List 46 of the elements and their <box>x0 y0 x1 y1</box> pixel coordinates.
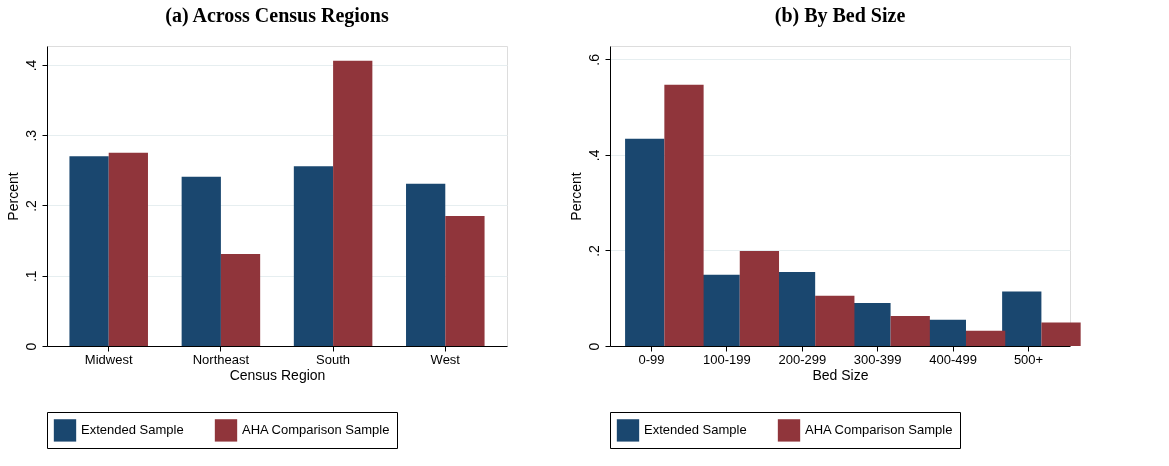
bar <box>181 176 221 346</box>
y-tick-label: 0 <box>585 342 602 351</box>
y-tick-label: .4 <box>22 59 39 72</box>
x-tick-label: 100-199 <box>703 351 751 367</box>
y-tick-label: .2 <box>585 244 602 257</box>
y-tick-label: .4 <box>585 149 602 162</box>
x-tick-label: Midwest <box>84 351 133 367</box>
legend-label: Extended Sample <box>81 422 184 438</box>
y-tick-label: .6 <box>585 53 602 66</box>
y-axis-title: Percent <box>4 172 21 221</box>
y-tick-label: .2 <box>22 199 39 212</box>
y-axis-title: Percent <box>567 172 584 221</box>
bar <box>664 84 704 346</box>
y-tick-label: .3 <box>22 129 39 142</box>
bar <box>69 156 109 346</box>
x-axis-title: Bed Size <box>812 366 869 383</box>
chart-title: (b) By Bed Size <box>774 4 906 27</box>
y-tick-label: 0 <box>22 342 39 351</box>
bar <box>445 216 485 346</box>
x-tick-label: Northeast <box>192 351 250 367</box>
bar <box>108 152 148 346</box>
bar <box>890 315 930 346</box>
bar <box>739 250 780 346</box>
bar <box>1002 291 1042 346</box>
bar <box>625 138 665 346</box>
bar <box>220 253 261 346</box>
bar <box>293 166 334 346</box>
x-tick-label: 0-99 <box>638 351 665 367</box>
x-tick-label: 500+ <box>1013 351 1044 367</box>
bar <box>406 183 446 346</box>
chart-title: (a) Across Census Regions <box>165 4 389 27</box>
x-tick-label: South <box>316 351 351 367</box>
bar <box>333 60 373 346</box>
x-tick-label: 400-499 <box>929 351 977 367</box>
legend-label: AHA Comparison Sample <box>242 422 390 438</box>
legend-label: Extended Sample <box>644 422 747 438</box>
bar <box>1041 322 1081 346</box>
x-tick-label: 300-399 <box>853 351 902 367</box>
x-tick-label: West <box>430 351 461 367</box>
bar <box>965 330 1006 346</box>
legend-label: AHA Comparison Sample <box>805 422 953 438</box>
bar <box>815 295 855 346</box>
x-axis-title: Census Region <box>229 366 326 383</box>
bar <box>851 303 891 346</box>
x-tick-label: 200-299 <box>778 351 827 367</box>
y-tick-label: .1 <box>22 270 39 283</box>
